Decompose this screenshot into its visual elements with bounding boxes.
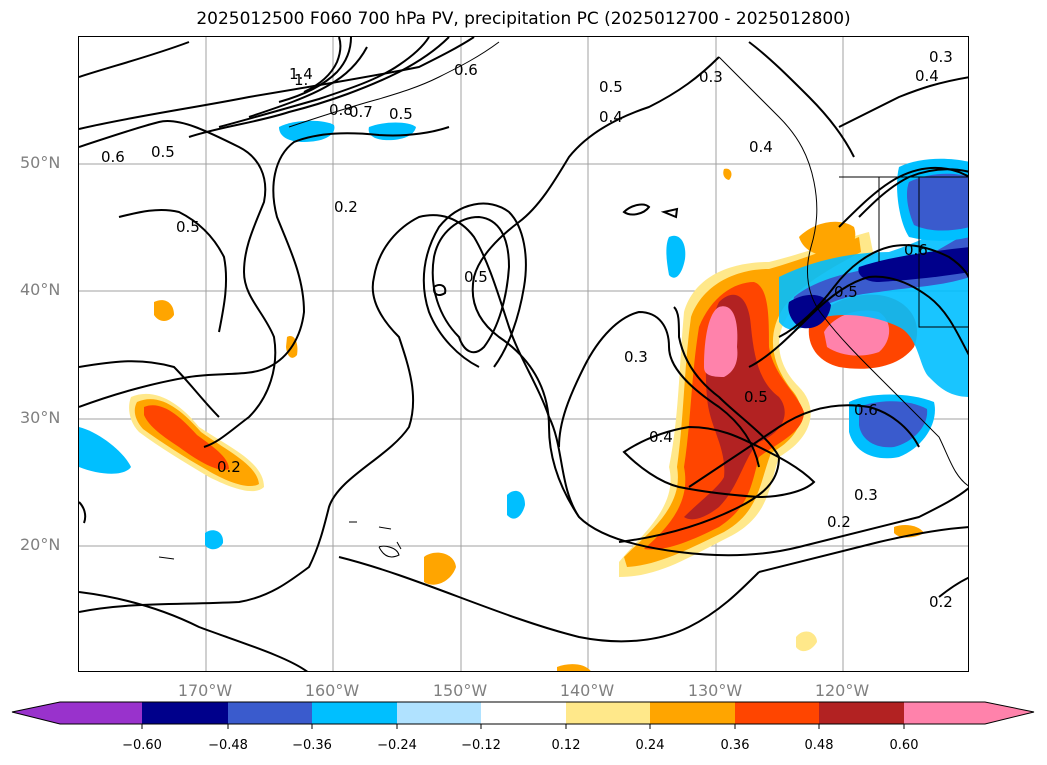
svg-text:0.2: 0.2 [929,593,953,611]
colorbar-tick-label: −0.60 [122,738,162,753]
lon-label-170w: 170°W [177,681,233,700]
colorbar-bin [312,702,397,724]
svg-text:0.8: 0.8 [329,101,353,119]
precipitation-shading [79,120,968,671]
colorbar-bin [819,702,904,724]
svg-text:0.5: 0.5 [389,105,413,123]
svg-text:0.6: 0.6 [454,61,478,79]
svg-text:0.4: 0.4 [649,428,673,446]
svg-text:0.3: 0.3 [854,486,878,504]
lon-label-160w: 160°W [304,681,360,700]
svg-text:0.5: 0.5 [176,218,200,236]
map-canvas: 1.4 1. 0.8 0.7 0.5 0.6 0.5 0.4 0.3 0.4 0… [79,37,968,671]
colorbar-bin [397,702,481,724]
svg-text:0.2: 0.2 [217,458,241,476]
lat-label-30n: 30°N [20,408,61,427]
colorbar-bin [650,702,735,724]
svg-text:0.5: 0.5 [834,283,858,301]
colorbar-extend-right [904,702,1034,724]
map-panel: 1.4 1. 0.8 0.7 0.5 0.6 0.5 0.4 0.3 0.4 0… [78,36,969,672]
svg-text:0.5: 0.5 [464,268,488,286]
svg-text:1.: 1. [294,71,308,89]
pv-contours [79,37,968,671]
colorbar-tick-label: 0.60 [889,738,919,753]
svg-text:0.6: 0.6 [101,148,125,166]
colorbar-tick-label: −0.12 [461,738,501,753]
svg-text:0.4: 0.4 [749,138,773,156]
svg-text:0.5: 0.5 [599,78,623,96]
colorbar-tick-label: 0.12 [551,738,581,753]
svg-text:0.3: 0.3 [624,348,648,366]
colorbar-tick-label: 0.24 [635,738,665,753]
colorbar-outline [11,701,1035,725]
colorbar-tick-label: −0.36 [292,738,332,753]
lon-label-130w: 130°W [687,681,743,700]
svg-text:0.4: 0.4 [599,108,623,126]
svg-text:0.6: 0.6 [904,241,928,259]
colorbar-bin [228,702,312,724]
colorbar-bin [735,702,819,724]
colorbar-bin [142,702,228,724]
svg-text:0.3: 0.3 [929,48,953,66]
svg-text:0.6: 0.6 [854,401,878,419]
lat-label-20n: 20°N [20,535,61,554]
lon-label-140w: 140°W [559,681,615,700]
svg-text:0.3: 0.3 [699,68,723,86]
svg-text:0.4: 0.4 [915,67,939,85]
colorbar-tick-label: 0.36 [720,738,750,753]
colorbar [11,701,1035,729]
lon-label-120w: 120°W [814,681,870,700]
svg-text:0.2: 0.2 [827,513,851,531]
svg-text:0.2: 0.2 [334,198,358,216]
colorbar-tick-label: −0.24 [377,738,417,753]
map-title: 2025012500 F060 700 hPa PV, precipitatio… [196,9,851,29]
svg-text:1.4: 1.4 [289,65,313,83]
pv-contour-labels: 1.4 1. 0.8 0.7 0.5 0.6 0.5 0.4 0.3 0.4 0… [101,48,953,611]
colorbar-tick-label: 0.48 [804,738,834,753]
colorbar-extend-left [12,702,142,724]
lat-label-50n: 50°N [20,153,61,172]
colorbar-tick-label: −0.48 [208,738,248,753]
colorbar-bin [566,702,650,724]
svg-text:0.7: 0.7 [349,103,373,121]
colorbar-bin [481,702,566,724]
colorbar-ticks [141,724,905,729]
lon-label-150w: 150°W [432,681,488,700]
svg-text:0.5: 0.5 [151,143,175,161]
svg-text:0.5: 0.5 [744,388,768,406]
lat-label-40n: 40°N [20,280,61,299]
